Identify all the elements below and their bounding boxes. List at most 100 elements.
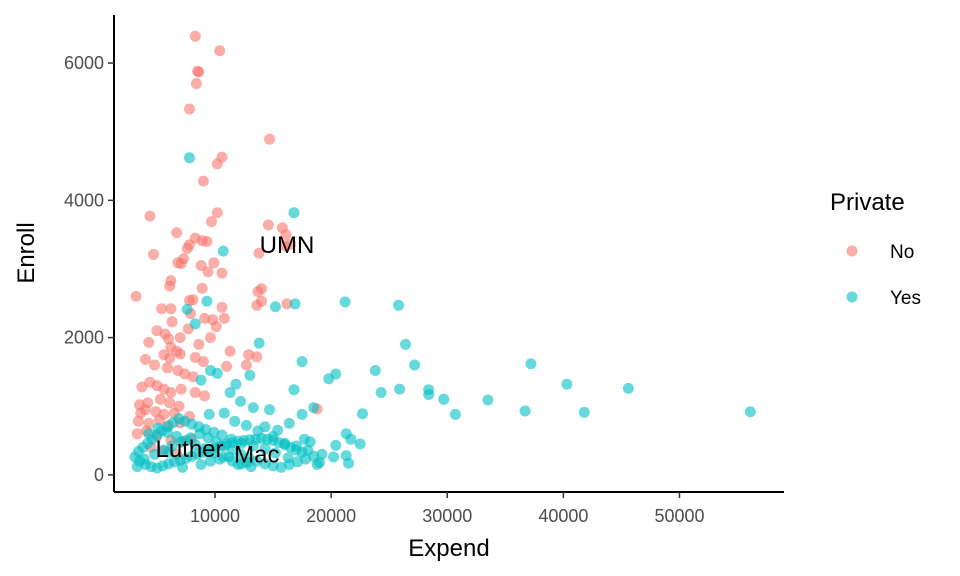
x-axis-title: Expend	[408, 535, 489, 562]
point-yes-34	[296, 408, 308, 420]
point-yes-31	[230, 378, 242, 390]
point-yes-18	[449, 408, 461, 420]
x-axis-ticks: 10000 20000 30000 40000 50000	[190, 492, 705, 526]
point-no-63	[251, 351, 263, 363]
point-yes-53	[235, 395, 247, 407]
point-no-74	[139, 354, 151, 365]
point-no-35	[196, 282, 208, 294]
point-no-4	[190, 78, 202, 90]
point-no-60	[204, 332, 216, 344]
point-yes-16	[423, 384, 435, 396]
point-no-0	[189, 30, 201, 42]
point-yes-128	[218, 440, 230, 452]
point-yes-30	[244, 369, 256, 381]
point-yes-69	[259, 443, 271, 455]
point-yes-11	[323, 373, 335, 385]
point-no-90	[154, 393, 166, 405]
point-no-61	[224, 345, 236, 357]
point-yes-4	[289, 298, 301, 310]
point-yes-155	[204, 455, 216, 467]
point-no-27	[175, 258, 187, 269]
point-yes-54	[247, 402, 259, 414]
point-yes-20	[525, 358, 537, 370]
annotation-luther: Luther	[155, 436, 223, 463]
legend-key-yes	[846, 291, 858, 303]
point-no-10	[144, 210, 156, 222]
y-tick-label-0: 0	[94, 465, 104, 485]
point-yes-56	[218, 407, 230, 419]
point-no-42	[184, 295, 195, 306]
point-yes-68	[269, 447, 281, 459]
point-yes-126	[202, 432, 214, 444]
point-yes-141	[152, 422, 164, 434]
point-yes-127	[210, 436, 222, 448]
point-yes-14	[394, 383, 406, 395]
point-yes-27	[201, 295, 213, 307]
point-no-64	[143, 336, 155, 348]
point-yes-23	[578, 406, 590, 418]
point-yes-26	[189, 318, 201, 330]
x-tick-label-50000: 50000	[654, 506, 704, 526]
point-no-71	[197, 356, 209, 368]
point-yes-156	[214, 453, 226, 465]
point-yes-159	[242, 457, 253, 468]
legend-label-yes: Yes	[890, 288, 921, 309]
point-yes-145	[189, 439, 201, 451]
point-yes-43	[330, 439, 342, 451]
point-yes-134	[267, 460, 279, 472]
point-no-40	[251, 299, 263, 311]
point-yes-2	[217, 245, 229, 257]
point-no-75	[149, 359, 161, 371]
point-no-80	[136, 381, 148, 393]
point-no-91	[164, 397, 176, 409]
point-yes-6	[393, 299, 404, 311]
point-yes-65	[328, 451, 339, 463]
point-yes-146	[199, 443, 211, 455]
point-yes-21	[519, 405, 531, 417]
point-no-5	[184, 103, 195, 115]
point-no-84	[165, 387, 177, 398]
legend-title: Private	[830, 189, 905, 216]
point-yes-119	[138, 453, 150, 465]
point-no-72	[221, 360, 233, 372]
point-no-24	[148, 249, 159, 260]
annotations-layer: UMN Luther Mac	[155, 232, 314, 468]
point-no-70	[189, 352, 201, 363]
point-yes-0	[184, 152, 195, 164]
x-tick-label-30000: 30000	[422, 506, 472, 526]
point-yes-8	[409, 359, 421, 371]
point-no-44	[165, 303, 177, 315]
point-no-48	[199, 312, 211, 324]
y-tick-label-6000: 6000	[64, 53, 104, 73]
point-no-32	[253, 247, 265, 259]
point-yes-25	[744, 406, 756, 418]
point-yes-32	[288, 384, 300, 396]
point-no-76	[161, 362, 173, 374]
legend-label-no: No	[890, 242, 914, 263]
x-tick-label-40000: 40000	[538, 506, 588, 526]
point-no-13	[262, 219, 274, 231]
point-yes-118	[131, 461, 143, 473]
point-no-47	[218, 312, 230, 324]
point-yes-139	[308, 450, 320, 462]
y-axis-ticks: 0 2000 4000 6000	[64, 53, 114, 485]
point-no-69	[174, 348, 186, 360]
point-yes-29	[253, 337, 265, 349]
point-yes-38	[345, 433, 357, 445]
point-yes-142	[161, 426, 173, 438]
point-yes-153	[177, 461, 188, 473]
point-no-57	[163, 333, 175, 345]
y-tick-label-2000: 2000	[64, 328, 104, 348]
point-no-52	[210, 321, 222, 333]
x-tick-label-10000: 10000	[190, 506, 240, 526]
point-yes-144	[180, 435, 192, 446]
point-no-21	[201, 236, 213, 247]
points-layer	[129, 30, 756, 474]
point-yes-12	[369, 365, 381, 376]
y-axis-title: Enroll	[13, 222, 40, 283]
legend-key-no	[846, 245, 858, 257]
point-yes-140	[143, 428, 155, 440]
point-yes-50	[211, 367, 223, 379]
point-no-101	[153, 414, 165, 426]
